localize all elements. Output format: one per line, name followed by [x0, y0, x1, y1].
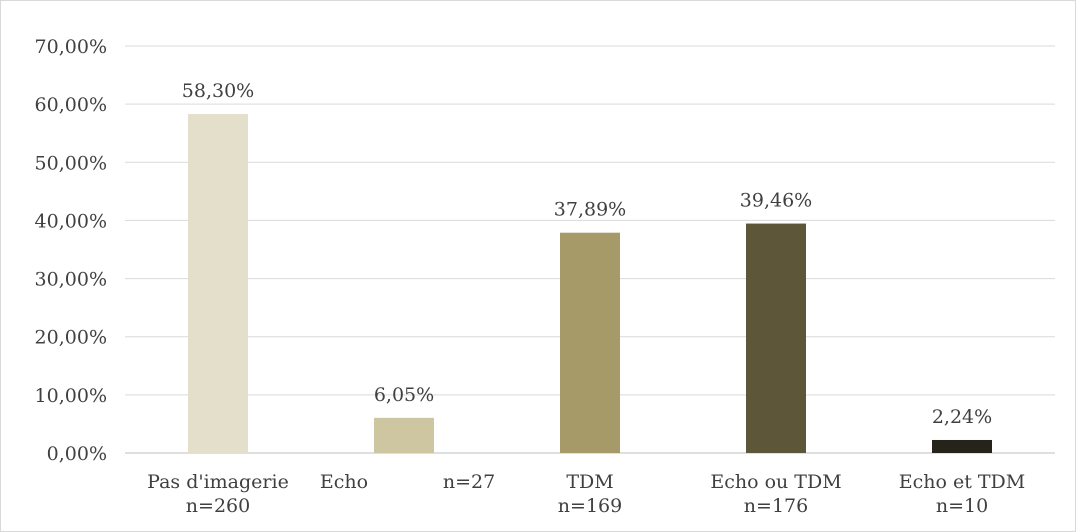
x-category-label: Echo ou TDM: [710, 471, 841, 493]
data-label: 58,30%: [182, 80, 254, 102]
y-tick-label: 0,00%: [47, 443, 107, 465]
x-category-label: Pas d'imagerie: [147, 471, 289, 493]
data-label: 37,89%: [554, 199, 626, 221]
x-category-count: n=10: [936, 495, 988, 517]
bar: [932, 439, 992, 453]
data-label: 6,05%: [374, 384, 434, 406]
bar: [188, 114, 248, 453]
y-tick-label: 20,00%: [35, 327, 107, 349]
y-tick-label: 30,00%: [35, 269, 107, 291]
bar: [746, 223, 806, 453]
y-tick-label: 40,00%: [35, 210, 107, 232]
x-category-label: Echo et TDM: [899, 471, 1026, 493]
data-labels: 58,30% 6,05% 37,89% 39,46% 2,24%: [182, 80, 992, 428]
y-tick-label: 60,00%: [35, 94, 107, 116]
bar: [374, 417, 434, 453]
data-label: 2,24%: [932, 406, 992, 428]
x-category-label: TDM: [566, 471, 613, 493]
x-category-count: n=27: [443, 471, 495, 493]
x-category-label: Echo: [320, 471, 368, 493]
x-category-count: n=260: [186, 495, 250, 517]
x-category-count: n=169: [558, 495, 622, 517]
bars: [188, 114, 992, 453]
bar: [560, 232, 620, 453]
y-axis-tick-labels: 0,00% 10,00% 20,00% 30,00% 40,00% 50,00% 60,00…: [35, 36, 107, 465]
y-tick-label: 10,00%: [35, 385, 107, 407]
y-tick-label: 70,00%: [35, 36, 107, 58]
y-tick-label: 50,00%: [35, 152, 107, 174]
x-category-count: n=176: [744, 495, 808, 517]
data-label: 39,46%: [740, 190, 812, 212]
